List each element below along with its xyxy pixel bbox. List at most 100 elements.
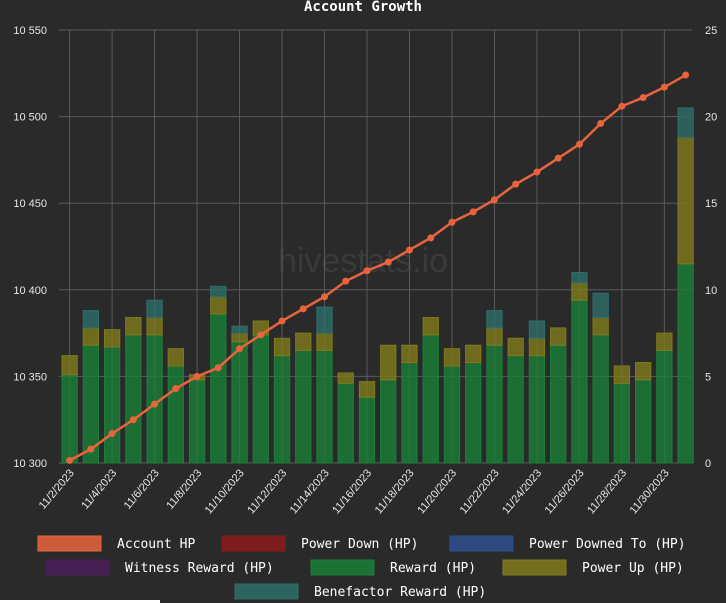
account-hp-point <box>129 416 137 424</box>
bar-reward-hp <box>210 313 227 464</box>
account-hp-point <box>597 120 605 128</box>
watermark: hivestats.io <box>278 242 448 280</box>
bar-reward-hp <box>188 379 206 464</box>
bar-reward-hp <box>316 349 333 464</box>
bar-power-up-hp <box>231 332 248 343</box>
account-hp-point <box>193 372 201 380</box>
bar-benefactor-reward-hp <box>146 299 163 319</box>
bar-power-up-hp <box>422 317 439 336</box>
legend-swatch <box>310 559 375 576</box>
legend-swatch <box>37 535 102 552</box>
x-tick-label: 11/24/2023 <box>500 467 544 516</box>
y-left-tick-label: 10 450 <box>13 198 47 210</box>
x-tick-label: 11/4/2023 <box>79 467 119 512</box>
x-tick-label: 11/8/2023 <box>164 467 204 512</box>
bar-reward-hp <box>443 365 461 464</box>
bar-reward-hp <box>61 374 78 464</box>
bar-power-up-hp <box>486 327 503 346</box>
legend: Account HP Power Down (HP) Power Downed To… <box>37 535 686 600</box>
bar-power-up-hp <box>656 332 673 351</box>
bar-reward-hp <box>571 299 588 464</box>
bar-benefactor-reward-hp <box>571 271 588 284</box>
bar-power-up-hp <box>125 317 142 336</box>
bar-power-up-hp <box>337 372 354 384</box>
y-right-tick-label: 20 <box>705 112 717 124</box>
y-left-tick-label: 10 350 <box>13 371 47 383</box>
y-right-tick-label: 10 <box>705 285 717 297</box>
x-tick-label: 11/20/2023 <box>415 467 459 516</box>
y-right-tick-label: 5 <box>705 371 711 383</box>
bar-power-up-hp <box>443 348 461 367</box>
bar-power-up-hp <box>634 362 652 381</box>
bar-power-up-hp <box>380 344 397 381</box>
legend-swatch <box>449 535 514 552</box>
account-hp-point <box>278 317 286 325</box>
account-hp-point <box>321 293 329 301</box>
legend-label: Power Up (HP) <box>582 561 684 576</box>
bar-reward-hp <box>252 334 269 464</box>
account-hp-point <box>66 456 74 464</box>
bars <box>61 107 694 464</box>
legend-label: Power Down (HP) <box>301 537 418 552</box>
x-tick-label: 11/14/2023 <box>288 467 332 516</box>
bar-reward-hp <box>358 396 376 464</box>
bar-power-up-hp <box>571 282 588 301</box>
bar-benefactor-reward-hp <box>316 306 333 334</box>
account-hp-point <box>639 94 647 102</box>
account-hp-point <box>257 331 265 339</box>
account-hp-point <box>151 400 159 408</box>
bar-reward-hp <box>231 341 248 464</box>
y-left-tick-label: 10 500 <box>13 112 47 124</box>
bar-reward-hp <box>634 379 652 464</box>
x-tick-label: 11/22/2023 <box>458 467 502 516</box>
bar-power-up-hp <box>210 296 227 315</box>
y-left-tick-label: 10 400 <box>13 285 47 297</box>
bar-benefactor-reward-hp <box>82 310 100 329</box>
account-hp-point <box>236 345 244 353</box>
bar-reward-hp <box>125 334 142 464</box>
account-hp-point <box>448 218 456 226</box>
account-hp-polyline <box>69 73 687 462</box>
x-tick-label: 11/28/2023 <box>585 467 629 516</box>
bar-power-up-hp <box>358 381 376 398</box>
bar-power-up-hp <box>82 327 100 346</box>
account-hp-point <box>87 445 95 453</box>
bar-reward-hp <box>486 344 503 464</box>
legend-label: Witness Reward (HP) <box>125 561 274 576</box>
account-hp-point <box>405 246 413 254</box>
bar-power-up-hp <box>273 337 291 357</box>
bar-power-up-hp <box>465 344 482 364</box>
bar-power-up-hp <box>677 136 694 265</box>
account-hp-point <box>575 140 583 148</box>
account-hp-point <box>214 364 222 372</box>
bar-power-up-hp <box>401 344 418 364</box>
bar-reward-hp <box>656 349 673 464</box>
bar-reward-hp <box>337 382 354 464</box>
y-right-tick-label: 25 <box>705 25 717 37</box>
bar-reward-hp <box>465 362 482 464</box>
bar-power-up-hp <box>592 317 609 336</box>
bar-benefactor-reward-hp <box>528 320 546 339</box>
legend-swatch <box>221 535 286 552</box>
x-tick-label: 11/12/2023 <box>245 467 289 516</box>
account-hp-point <box>108 430 116 438</box>
x-tick-label: 11/2/2023 <box>37 467 77 512</box>
y-left-tick-label: 10 550 <box>13 25 47 37</box>
account-hp-point <box>384 258 392 266</box>
bar-benefactor-reward-hp <box>486 310 503 329</box>
bar-power-up-hp <box>295 332 312 351</box>
account-hp-point <box>512 180 520 188</box>
bar-benefactor-reward-hp <box>677 107 694 138</box>
account-hp-line <box>66 71 690 464</box>
bar-reward-hp <box>380 379 397 464</box>
account-hp-point <box>682 71 690 79</box>
bar-reward-hp <box>528 355 546 464</box>
y-left-tick-label: 10 300 <box>13 458 47 470</box>
y-right-tick-label: 0 <box>705 458 711 470</box>
legend-label: Account HP <box>117 537 195 552</box>
bar-reward-hp <box>103 346 121 464</box>
x-tick-label: 11/26/2023 <box>543 467 587 516</box>
account-hp-point <box>660 83 668 91</box>
legend-swatch <box>234 583 299 600</box>
